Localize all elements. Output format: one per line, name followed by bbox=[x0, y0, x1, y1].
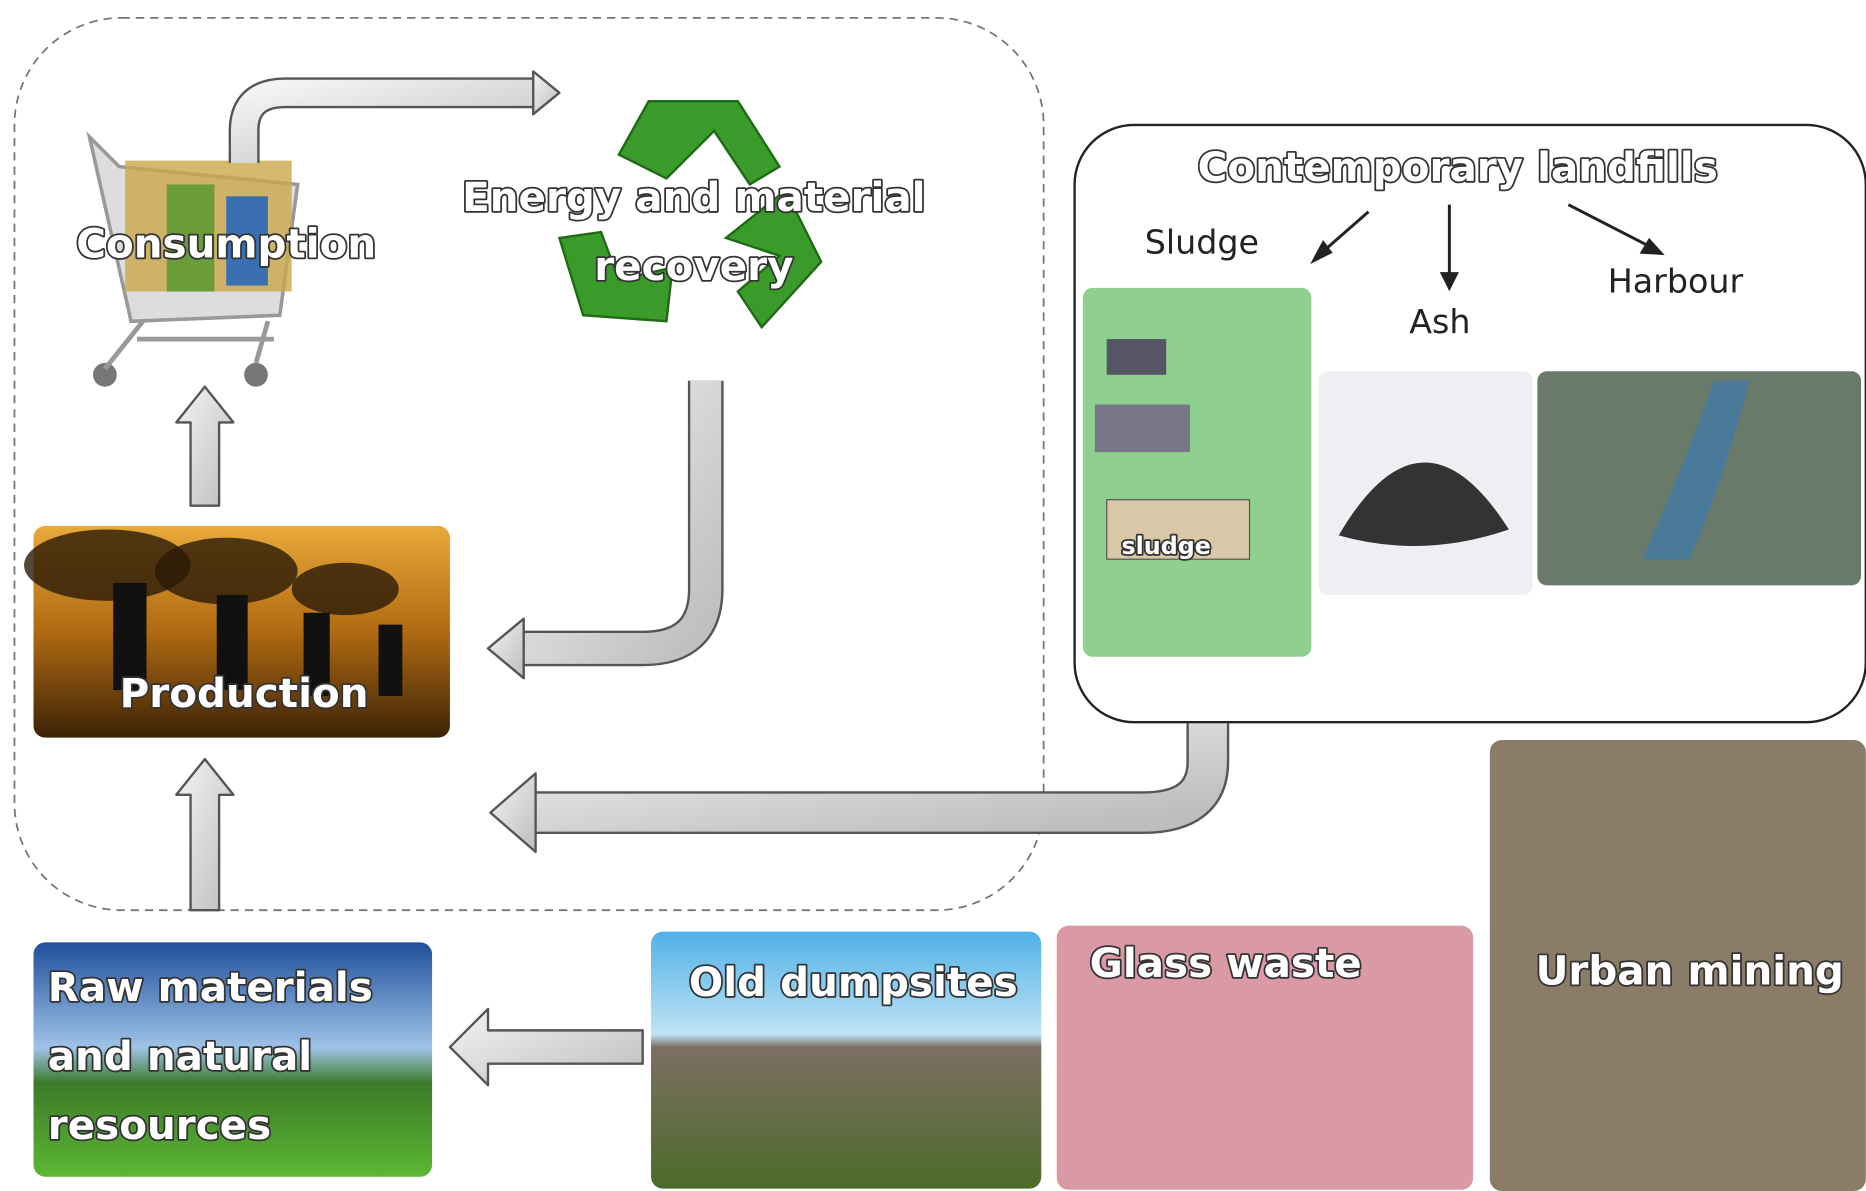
raw-materials-label: and natural bbox=[48, 1032, 312, 1080]
dumpsites-label: Old dumpsites bbox=[689, 958, 1018, 1006]
glass-waste-label: Glass waste bbox=[1090, 939, 1362, 987]
production-label: Production bbox=[120, 669, 369, 717]
production-image bbox=[23, 525, 450, 738]
flow-arrows bbox=[175, 70, 1230, 1087]
ash-image bbox=[1318, 371, 1533, 595]
urban-mining-image bbox=[1489, 740, 1866, 1191]
sludge-image bbox=[1082, 287, 1312, 657]
recovery-label: recovery bbox=[594, 242, 793, 290]
raw-materials-image bbox=[33, 942, 433, 1177]
landfills-title: Contemporary landfills bbox=[1198, 143, 1718, 191]
urban-mining-label: Urban mining bbox=[1536, 946, 1844, 994]
glass-waste-image bbox=[1056, 925, 1474, 1190]
cart-icon bbox=[86, 131, 300, 387]
sludge-tank-label: sludge bbox=[1121, 532, 1210, 560]
consumption-label: Consumption bbox=[76, 219, 376, 267]
raw-materials-label: resources bbox=[48, 1101, 271, 1149]
loop-boundary bbox=[13, 16, 1045, 912]
ash-label: Ash bbox=[1409, 302, 1470, 341]
harbour-label: Harbour bbox=[1608, 262, 1744, 301]
thin-arrows bbox=[1310, 203, 1665, 292]
dumpsites-image bbox=[651, 931, 1042, 1189]
sludge-label: Sludge bbox=[1145, 222, 1259, 261]
harbour-image bbox=[1537, 371, 1862, 586]
raw-materials-label: Raw materials bbox=[48, 963, 373, 1011]
recycle-icon bbox=[557, 99, 823, 330]
recovery-label: Energy and material bbox=[462, 173, 925, 221]
